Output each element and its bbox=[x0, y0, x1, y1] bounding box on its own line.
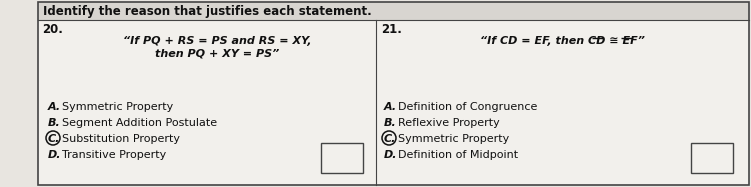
Text: D.: D. bbox=[384, 150, 397, 160]
Text: Symmetric Property: Symmetric Property bbox=[398, 134, 509, 144]
Bar bbox=[321, 143, 363, 173]
Text: 20.: 20. bbox=[42, 23, 63, 36]
Text: A.: A. bbox=[384, 102, 397, 112]
Text: B.: B. bbox=[384, 118, 397, 128]
Bar bbox=[38, 20, 749, 185]
Bar bbox=[38, 2, 749, 20]
Text: A.: A. bbox=[48, 102, 61, 112]
Bar bbox=[691, 143, 733, 173]
Text: D.: D. bbox=[48, 150, 62, 160]
Text: 21.: 21. bbox=[381, 23, 402, 36]
Text: Segment Addition Postulate: Segment Addition Postulate bbox=[62, 118, 217, 128]
Text: “If CD = EF, then CD ≅ EF”: “If CD = EF, then CD ≅ EF” bbox=[480, 36, 645, 46]
Text: Substitution Property: Substitution Property bbox=[62, 134, 180, 144]
Text: Identify the reason that justifies each statement.: Identify the reason that justifies each … bbox=[43, 4, 372, 18]
Text: Transitive Property: Transitive Property bbox=[62, 150, 166, 160]
Text: C.: C. bbox=[384, 134, 397, 144]
Text: C.: C. bbox=[48, 134, 60, 144]
Text: “If PQ + RS = PS and RS = XY,: “If PQ + RS = PS and RS = XY, bbox=[122, 36, 311, 46]
Text: Definition of Midpoint: Definition of Midpoint bbox=[398, 150, 518, 160]
Text: Reflexive Property: Reflexive Property bbox=[398, 118, 499, 128]
Text: B.: B. bbox=[48, 118, 61, 128]
Text: then PQ + XY = PS”: then PQ + XY = PS” bbox=[155, 48, 279, 58]
Text: Symmetric Property: Symmetric Property bbox=[62, 102, 173, 112]
Text: Definition of Congruence: Definition of Congruence bbox=[398, 102, 538, 112]
